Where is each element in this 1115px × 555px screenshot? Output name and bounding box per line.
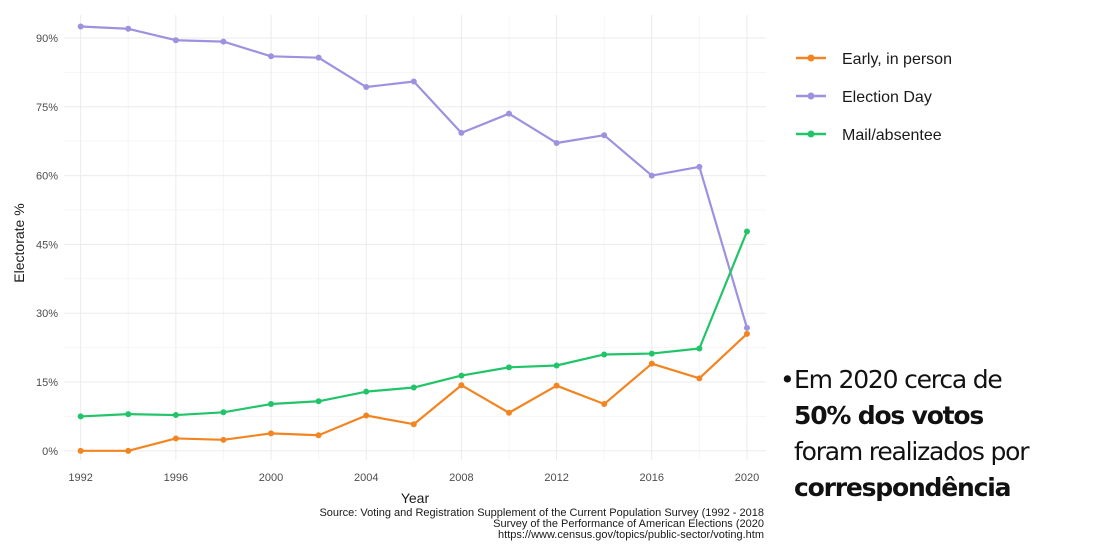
data-point-early-in-person xyxy=(315,432,322,439)
x-axis-title: Year xyxy=(401,490,430,505)
data-point-early-in-person xyxy=(268,430,275,437)
bullet-line-2: 50% dos votos xyxy=(794,401,984,430)
data-point-mail-absentee xyxy=(125,411,132,418)
data-point-election-day xyxy=(77,23,84,30)
data-point-early-in-person xyxy=(696,375,703,382)
y-tick-label: 15% xyxy=(36,377,58,389)
data-point-early-in-person xyxy=(648,360,655,367)
legend-key-point-election-day xyxy=(807,92,815,100)
bullet-text: Em 2020 cerca de 50% dos votos foram rea… xyxy=(794,362,1030,506)
line-chart: 0% 15% 30% 45% 60% 75% 90% 1992 1996 2000 2004 200… xyxy=(11,15,766,505)
x-tick-label: 1992 xyxy=(68,472,92,484)
x-tick-label: 2008 xyxy=(449,472,473,484)
legend-label-mail-absentee: Mail/absentee xyxy=(842,127,942,144)
data-point-election-day xyxy=(505,110,512,117)
data-point-mail-absentee xyxy=(601,351,608,358)
x-tick-label: 2016 xyxy=(640,472,664,484)
x-tick-label: 2020 xyxy=(735,472,759,484)
series-points xyxy=(77,23,750,454)
minor-gridlines xyxy=(64,15,766,460)
data-point-early-in-person xyxy=(172,435,179,442)
y-tick-label: 0% xyxy=(42,446,58,458)
source-line-2: Survey of the Performance of American El… xyxy=(493,518,764,530)
y-tick-label: 45% xyxy=(36,239,58,251)
data-point-election-day xyxy=(696,163,703,170)
data-point-mail-absentee xyxy=(505,364,512,371)
data-point-early-in-person xyxy=(601,401,608,408)
data-point-early-in-person xyxy=(125,447,132,454)
bullet-dot: • xyxy=(780,365,795,394)
x-axis-ticks: 1992 1996 2000 2004 2008 2012 2016 2020 xyxy=(68,472,759,484)
y-axis-ticks: 0% 15% 30% 45% 60% 75% 90% xyxy=(36,33,58,458)
data-point-early-in-person xyxy=(743,330,750,337)
data-point-mail-absentee xyxy=(172,412,179,419)
data-point-mail-absentee xyxy=(648,350,655,357)
y-tick-label: 30% xyxy=(36,308,58,320)
data-point-mail-absentee xyxy=(743,228,750,235)
source-line-3: https://www.census.gov/topics/public-sec… xyxy=(498,529,764,541)
legend: Early, in person Election Day Mail/absente… xyxy=(796,51,952,144)
data-point-early-in-person xyxy=(363,412,370,419)
source-line-1: Source: Voting and Registration Suppleme… xyxy=(319,507,764,519)
y-tick-label: 75% xyxy=(36,102,58,114)
data-point-mail-absentee xyxy=(77,413,84,420)
data-point-election-day xyxy=(648,172,655,179)
data-point-election-day xyxy=(172,37,179,44)
legend-label-election-day: Election Day xyxy=(842,89,932,106)
x-tick-label: 2012 xyxy=(544,472,568,484)
x-tick-label: 2004 xyxy=(354,472,378,484)
data-point-mail-absentee xyxy=(458,372,465,379)
y-axis-title: Electorate % xyxy=(11,203,27,282)
data-point-election-day xyxy=(553,139,560,146)
legend-label-early-in-person: Early, in person xyxy=(842,51,952,68)
data-point-election-day xyxy=(601,132,608,139)
data-point-election-day xyxy=(458,129,465,136)
y-tick-label: 60% xyxy=(36,171,58,183)
bullet-line-3: foram realizados por xyxy=(794,437,1030,466)
data-point-early-in-person xyxy=(458,382,465,389)
bullet-line-1: Em 2020 cerca de xyxy=(794,365,1003,394)
data-point-mail-absentee xyxy=(268,401,275,408)
bullet-line-4: correspondência xyxy=(794,473,1011,502)
data-point-early-in-person xyxy=(77,447,84,454)
data-point-election-day xyxy=(363,84,370,91)
major-gridlines xyxy=(64,15,766,460)
legend-key-point-early-in-person xyxy=(807,54,815,62)
data-point-election-day xyxy=(743,324,750,331)
legend-overlay: Early, in person Election Day Mail/absente… xyxy=(796,51,952,144)
legend-key-point-mail-absentee xyxy=(807,130,815,138)
data-point-election-day xyxy=(220,38,227,45)
data-point-election-day xyxy=(125,25,132,32)
data-point-mail-absentee xyxy=(553,362,560,369)
y-tick-label: 90% xyxy=(36,33,58,45)
data-point-mail-absentee xyxy=(315,398,322,405)
source-note: Source: Voting and Registration Suppleme… xyxy=(319,508,764,541)
data-point-early-in-person xyxy=(505,409,512,416)
x-tick-label: 1996 xyxy=(164,472,188,484)
data-point-election-day xyxy=(315,54,322,61)
data-point-mail-absentee xyxy=(363,388,370,395)
data-point-election-day xyxy=(410,78,417,85)
data-point-early-in-person xyxy=(410,421,417,428)
data-point-early-in-person xyxy=(220,436,227,443)
x-tick-label: 2000 xyxy=(259,472,283,484)
data-point-mail-absentee xyxy=(410,384,417,391)
data-point-early-in-person xyxy=(553,382,560,389)
data-point-mail-absentee xyxy=(220,409,227,416)
data-point-mail-absentee xyxy=(696,345,703,352)
data-point-election-day xyxy=(268,53,275,60)
